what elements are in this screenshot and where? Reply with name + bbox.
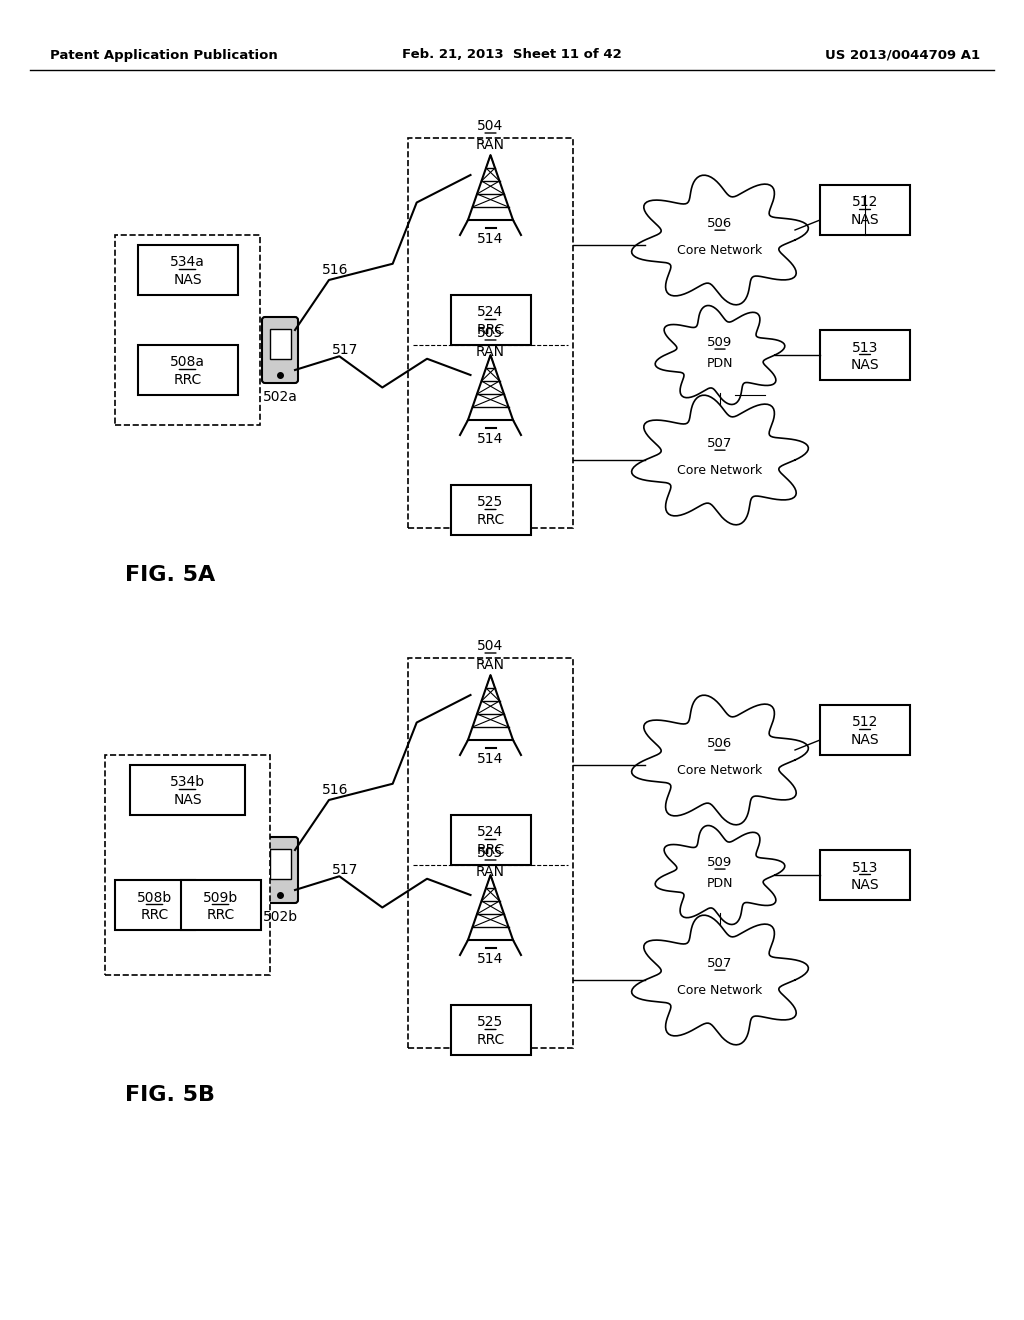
- FancyBboxPatch shape: [408, 657, 573, 1048]
- Bar: [269, 329, 291, 359]
- Text: NAS: NAS: [851, 213, 880, 227]
- Text: 513: 513: [852, 341, 879, 355]
- Polygon shape: [632, 915, 808, 1045]
- Text: 508b: 508b: [137, 891, 172, 904]
- Text: RAN: RAN: [476, 657, 505, 672]
- FancyBboxPatch shape: [262, 317, 298, 383]
- Bar: [115, 880, 195, 931]
- FancyBboxPatch shape: [105, 755, 270, 975]
- Bar: [137, 246, 238, 294]
- Text: 505: 505: [477, 326, 504, 341]
- Bar: [820, 705, 910, 755]
- Text: RRC: RRC: [173, 374, 202, 387]
- Polygon shape: [632, 696, 808, 825]
- Text: PDN: PDN: [707, 876, 733, 890]
- Text: Feb. 21, 2013  Sheet 11 of 42: Feb. 21, 2013 Sheet 11 of 42: [402, 49, 622, 62]
- Text: 516: 516: [322, 263, 348, 277]
- Text: 514: 514: [477, 752, 504, 766]
- Bar: [820, 850, 910, 900]
- Text: Core Network: Core Network: [677, 764, 763, 777]
- Text: 505: 505: [477, 846, 504, 861]
- Text: NAS: NAS: [851, 358, 880, 372]
- Text: 514: 514: [477, 952, 504, 966]
- Text: 509: 509: [708, 335, 732, 348]
- Text: US 2013/0044709 A1: US 2013/0044709 A1: [825, 49, 980, 62]
- Text: 525: 525: [477, 1015, 504, 1030]
- Text: RAN: RAN: [476, 345, 505, 359]
- Text: Patent Application Publication: Patent Application Publication: [50, 49, 278, 62]
- Text: 508a: 508a: [170, 355, 205, 370]
- Text: 516: 516: [322, 783, 348, 797]
- Text: 507: 507: [708, 957, 733, 970]
- Text: 509: 509: [708, 855, 732, 869]
- Bar: [130, 766, 245, 814]
- Text: NAS: NAS: [173, 273, 202, 286]
- Text: RAN: RAN: [476, 865, 505, 879]
- Text: RRC: RRC: [476, 323, 505, 337]
- Text: 524: 524: [477, 825, 504, 840]
- Text: 534a: 534a: [170, 256, 205, 269]
- Text: 514: 514: [477, 232, 504, 246]
- Bar: [451, 1005, 530, 1055]
- Text: FIG. 5B: FIG. 5B: [125, 1085, 215, 1105]
- Text: 509b: 509b: [203, 891, 239, 904]
- Text: 517: 517: [332, 863, 358, 876]
- FancyBboxPatch shape: [115, 235, 260, 425]
- Text: Core Network: Core Network: [677, 244, 763, 257]
- Text: 512: 512: [852, 715, 879, 730]
- Polygon shape: [655, 305, 784, 404]
- Text: 502a: 502a: [262, 389, 297, 404]
- Text: Core Network: Core Network: [677, 465, 763, 478]
- Polygon shape: [632, 176, 808, 305]
- Bar: [820, 185, 910, 235]
- Bar: [451, 484, 530, 535]
- Text: NAS: NAS: [851, 878, 880, 892]
- Bar: [180, 880, 260, 931]
- Text: NAS: NAS: [851, 733, 880, 747]
- Polygon shape: [632, 395, 808, 525]
- Bar: [820, 330, 910, 380]
- Text: 506: 506: [708, 737, 732, 750]
- Text: PDN: PDN: [707, 356, 733, 370]
- Text: 507: 507: [708, 437, 733, 450]
- Text: 512: 512: [852, 195, 879, 210]
- Text: Core Network: Core Network: [677, 985, 763, 998]
- FancyBboxPatch shape: [408, 139, 573, 528]
- Text: 504: 504: [477, 639, 504, 653]
- Text: 524: 524: [477, 305, 504, 319]
- Text: 525: 525: [477, 495, 504, 510]
- Text: 517: 517: [332, 343, 358, 356]
- Text: RRC: RRC: [140, 908, 169, 921]
- Bar: [269, 849, 291, 879]
- Polygon shape: [655, 825, 784, 924]
- Text: 514: 514: [477, 432, 504, 446]
- Text: 513: 513: [852, 861, 879, 874]
- Text: RAN: RAN: [476, 139, 505, 152]
- Text: RRC: RRC: [476, 843, 505, 857]
- Bar: [451, 814, 530, 865]
- Text: 504: 504: [477, 119, 504, 133]
- Bar: [137, 345, 238, 395]
- Text: 502b: 502b: [262, 909, 298, 924]
- Text: NAS: NAS: [173, 793, 202, 807]
- Text: RRC: RRC: [476, 513, 505, 527]
- Text: RRC: RRC: [476, 1034, 505, 1047]
- Text: RRC: RRC: [207, 908, 234, 921]
- Text: 506: 506: [708, 216, 732, 230]
- Bar: [451, 294, 530, 345]
- Text: FIG. 5A: FIG. 5A: [125, 565, 215, 585]
- FancyBboxPatch shape: [262, 837, 298, 903]
- Text: 534b: 534b: [170, 776, 205, 789]
